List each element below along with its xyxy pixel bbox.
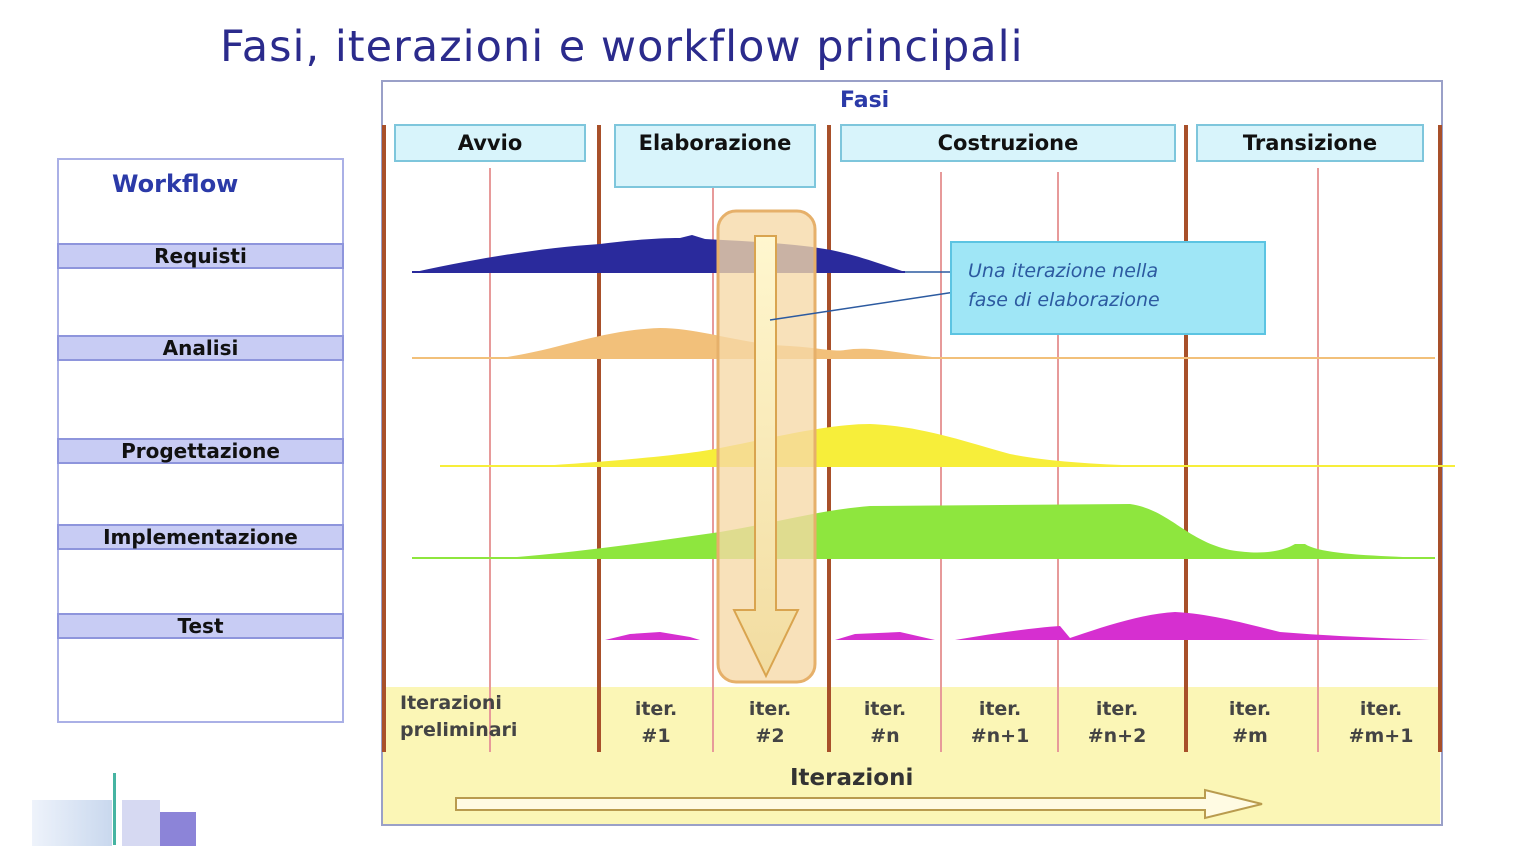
iteration-2: iter. #2 — [730, 696, 810, 750]
slide-decoration — [160, 812, 196, 846]
callout-line-2: fase di elaborazione — [968, 289, 1160, 311]
iteration-preliminary: Iterazioni preliminari — [400, 690, 560, 744]
iteration-preliminary-line-2: preliminari — [400, 719, 518, 741]
iteration-n-plus-2: iter. #n+2 — [1072, 696, 1162, 750]
iteration-label: iter. — [978, 698, 1022, 720]
test-workload-curve — [835, 632, 935, 640]
iteration-callout: Una iterazione nella fase di elaborazion… — [950, 241, 1266, 335]
phase-transizione: Transizione — [1196, 124, 1424, 162]
phase-elaborazione: Elaborazione — [614, 124, 816, 188]
slide-decoration — [32, 800, 112, 846]
iterations-title: Iterazioni — [790, 765, 914, 791]
iteration-label: iter. — [863, 698, 907, 720]
iteration-number: #2 — [755, 725, 785, 747]
iteration-number: #1 — [641, 725, 671, 747]
iteration-down-arrow — [732, 235, 800, 679]
iteration-number: #m — [1232, 725, 1268, 747]
iteration-label: iter. — [1095, 698, 1139, 720]
workflow-header: Workflow — [112, 170, 239, 198]
implementazione-workload-curve — [505, 504, 1435, 558]
callout-pointer — [769, 291, 956, 321]
iteration-n: iter. #n — [845, 696, 925, 750]
callout-line-1: Una iterazione nella — [968, 260, 1159, 282]
phase-avvio: Avvio — [394, 124, 586, 162]
iterations-arrow — [455, 788, 1263, 820]
iteration-preliminary-line-1: Iterazioni — [400, 692, 502, 714]
progettazione-workload-curve — [540, 424, 1180, 466]
iteration-label: iter. — [748, 698, 792, 720]
iteration-n-plus-1: iter. #n+1 — [955, 696, 1045, 750]
iteration-m-plus-1: iter. #m+1 — [1336, 696, 1426, 750]
test-workload-curve — [605, 632, 700, 640]
iteration-number: #n+1 — [970, 725, 1030, 747]
workflow-progettazione-label: Progettazione — [57, 438, 344, 464]
page-title: Fasi, iterazioni e workflow principali — [220, 22, 1024, 72]
phase-costruzione: Costruzione — [840, 124, 1176, 162]
iteration-number: #m+1 — [1348, 725, 1414, 747]
iteration-m: iter. #m — [1210, 696, 1290, 750]
iteration-number: #n — [870, 725, 900, 747]
requisiti-workload-curve — [415, 235, 905, 272]
workflow-analisi-label: Analisi — [57, 335, 344, 361]
workflow-implementazione-label: Implementazione — [57, 524, 344, 550]
workflow-test-label: Test — [57, 613, 344, 639]
iteration-number: #n+2 — [1087, 725, 1147, 747]
workflow-requisiti-label: Requisti — [57, 243, 344, 269]
test-workload-curve — [955, 612, 1430, 640]
iteration-label: iter. — [1359, 698, 1403, 720]
slide-decoration — [122, 800, 160, 846]
iteration-1: iter. #1 — [616, 696, 696, 750]
slide-decoration — [113, 773, 116, 845]
iteration-label: iter. — [1228, 698, 1272, 720]
phases-title: Fasi — [840, 88, 890, 113]
iteration-label: iter. — [634, 698, 678, 720]
